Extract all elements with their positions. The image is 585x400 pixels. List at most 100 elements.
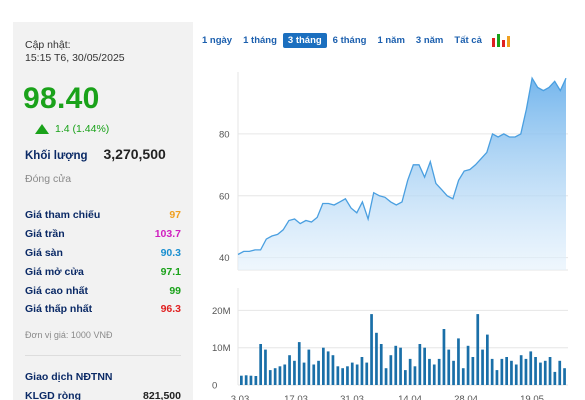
volume-bar bbox=[297, 342, 301, 385]
stat-row: Giá trần 103.7 bbox=[25, 225, 181, 244]
volume-bar bbox=[505, 357, 508, 385]
stat-label: Giá thấp nhất bbox=[25, 303, 93, 316]
tab-all[interactable]: Tất cả bbox=[454, 35, 482, 46]
volume-bar bbox=[543, 360, 547, 386]
period-tabs: 1 ngày 1 tháng 3 tháng 6 tháng 1 năm 3 n… bbox=[197, 33, 510, 48]
volume-bar bbox=[548, 357, 552, 385]
volume-bar bbox=[432, 364, 436, 385]
tab-6-months[interactable]: 6 tháng bbox=[332, 35, 367, 46]
foreign-net-value: 821,500 bbox=[143, 390, 181, 400]
volume-bar bbox=[307, 349, 311, 385]
stat-row: Giá thấp nhất 96.3 bbox=[25, 300, 181, 319]
volume-bar bbox=[423, 347, 426, 385]
volume-bar bbox=[486, 334, 489, 385]
volume-bar bbox=[370, 314, 373, 385]
tab-1-day[interactable]: 1 ngày bbox=[202, 35, 233, 46]
tab-3-years[interactable]: 3 năm bbox=[415, 35, 444, 46]
volume-tick-label: 10M bbox=[212, 343, 231, 354]
updated-time: 15:15 T6, 30/05/2025 bbox=[25, 52, 125, 64]
volume-bar bbox=[408, 358, 412, 385]
date-tick-label: 28.04 bbox=[454, 394, 478, 400]
volume-bar bbox=[457, 338, 460, 385]
volume-bar bbox=[539, 362, 542, 385]
volume-bar bbox=[481, 349, 484, 385]
date-tick-label: 3.03 bbox=[231, 394, 250, 400]
volume-bar bbox=[384, 368, 388, 385]
volume-bar bbox=[442, 329, 446, 385]
volume-bar bbox=[317, 360, 320, 386]
volume-bar bbox=[514, 364, 518, 385]
stat-value: 96.3 bbox=[160, 303, 181, 316]
volume-bar bbox=[553, 371, 557, 385]
arrow-up-icon bbox=[35, 124, 49, 134]
price-tick-label: 60 bbox=[219, 191, 230, 202]
volume-bar bbox=[428, 358, 431, 385]
foreign-net-label: KLGD ròng bbox=[25, 390, 81, 400]
volume-bar bbox=[510, 360, 513, 386]
quote-panel: Cập nhật: 15:15 T6, 30/05/2025 98.40 1.4… bbox=[13, 22, 193, 400]
stat-label: Giá tham chiếu bbox=[25, 209, 101, 222]
volume-bar bbox=[413, 366, 417, 385]
price-unit-note: Đơn vị giá: 1000 VNĐ bbox=[25, 330, 113, 340]
price-line bbox=[237, 76, 567, 256]
volume-bar bbox=[283, 364, 287, 385]
market-status: Đóng cửa bbox=[25, 173, 72, 185]
foreign-trading-title: Giao dịch NĐTNN bbox=[25, 371, 113, 383]
stat-label: Giá trần bbox=[25, 228, 65, 241]
volume-value: 3,270,500 bbox=[103, 146, 166, 162]
volume-chart: 0 10M 20M 3.03 17.03 31.03 14.04 28.04 19.05 bbox=[212, 288, 568, 400]
volume-bar bbox=[466, 345, 470, 385]
volume-bar bbox=[360, 357, 364, 385]
stat-row: Giá tham chiếu 97 bbox=[25, 206, 181, 225]
volume-bar bbox=[336, 366, 340, 385]
volume-bar bbox=[268, 370, 272, 385]
volume-bar bbox=[379, 344, 383, 385]
volume-bar bbox=[404, 370, 407, 385]
volume-bar bbox=[312, 364, 316, 385]
volume-bar bbox=[476, 314, 480, 385]
volume-tick-label: 20M bbox=[212, 306, 231, 317]
tab-3-months[interactable]: 3 tháng bbox=[282, 33, 327, 48]
price-area bbox=[238, 78, 566, 270]
volume-bar bbox=[461, 368, 465, 385]
stat-value: 103.7 bbox=[154, 228, 181, 241]
date-tick-label: 17.03 bbox=[284, 394, 308, 400]
volume-bar bbox=[293, 360, 296, 386]
volume-bar bbox=[563, 368, 566, 385]
volume-bar bbox=[365, 362, 369, 385]
price-tick-label: 80 bbox=[219, 129, 230, 140]
stat-row: Giá cao nhất 99 bbox=[25, 281, 181, 300]
volume-bar bbox=[273, 368, 277, 385]
volume-bar bbox=[249, 375, 253, 385]
volume-bar bbox=[244, 375, 248, 385]
volume-bar bbox=[447, 349, 451, 385]
volume-bar bbox=[278, 366, 282, 385]
volume-bar bbox=[471, 357, 475, 385]
tab-1-year[interactable]: 1 năm bbox=[377, 35, 405, 46]
candlestick-chart-icon[interactable] bbox=[491, 34, 510, 47]
volume-bar bbox=[399, 347, 402, 385]
volume-tick-label: 0 bbox=[212, 381, 217, 392]
stat-label: Giá sàn bbox=[25, 246, 63, 259]
volume-bar bbox=[452, 360, 455, 386]
foreign-net-row: KLGD ròng 821,500 bbox=[25, 390, 181, 400]
volume-bar bbox=[490, 358, 494, 385]
volume-bar bbox=[326, 351, 330, 385]
stat-row: Giá mở cửa 97.1 bbox=[25, 262, 181, 281]
volume-row: Khối lượng 3,270,500 bbox=[25, 146, 181, 162]
volume-bar bbox=[524, 358, 528, 385]
volume-bar bbox=[240, 375, 243, 385]
volume-bar bbox=[322, 347, 325, 385]
divider bbox=[25, 355, 181, 356]
volume-label: Khối lượng bbox=[25, 150, 88, 162]
updated-info: Cập nhật: 15:15 T6, 30/05/2025 bbox=[25, 39, 125, 65]
volume-bar bbox=[346, 366, 349, 385]
price-change-value: 1.4 (1.44%) bbox=[55, 123, 110, 135]
price-stats: Giá tham chiếu 97 Giá trần 103.7 Giá sàn… bbox=[25, 206, 181, 319]
price-tick-label: 40 bbox=[219, 253, 230, 264]
price-change: 1.4 (1.44%) bbox=[35, 123, 109, 135]
volume-bar bbox=[495, 370, 499, 385]
current-price: 98.40 bbox=[23, 82, 100, 115]
tab-1-month[interactable]: 1 tháng bbox=[243, 35, 277, 46]
